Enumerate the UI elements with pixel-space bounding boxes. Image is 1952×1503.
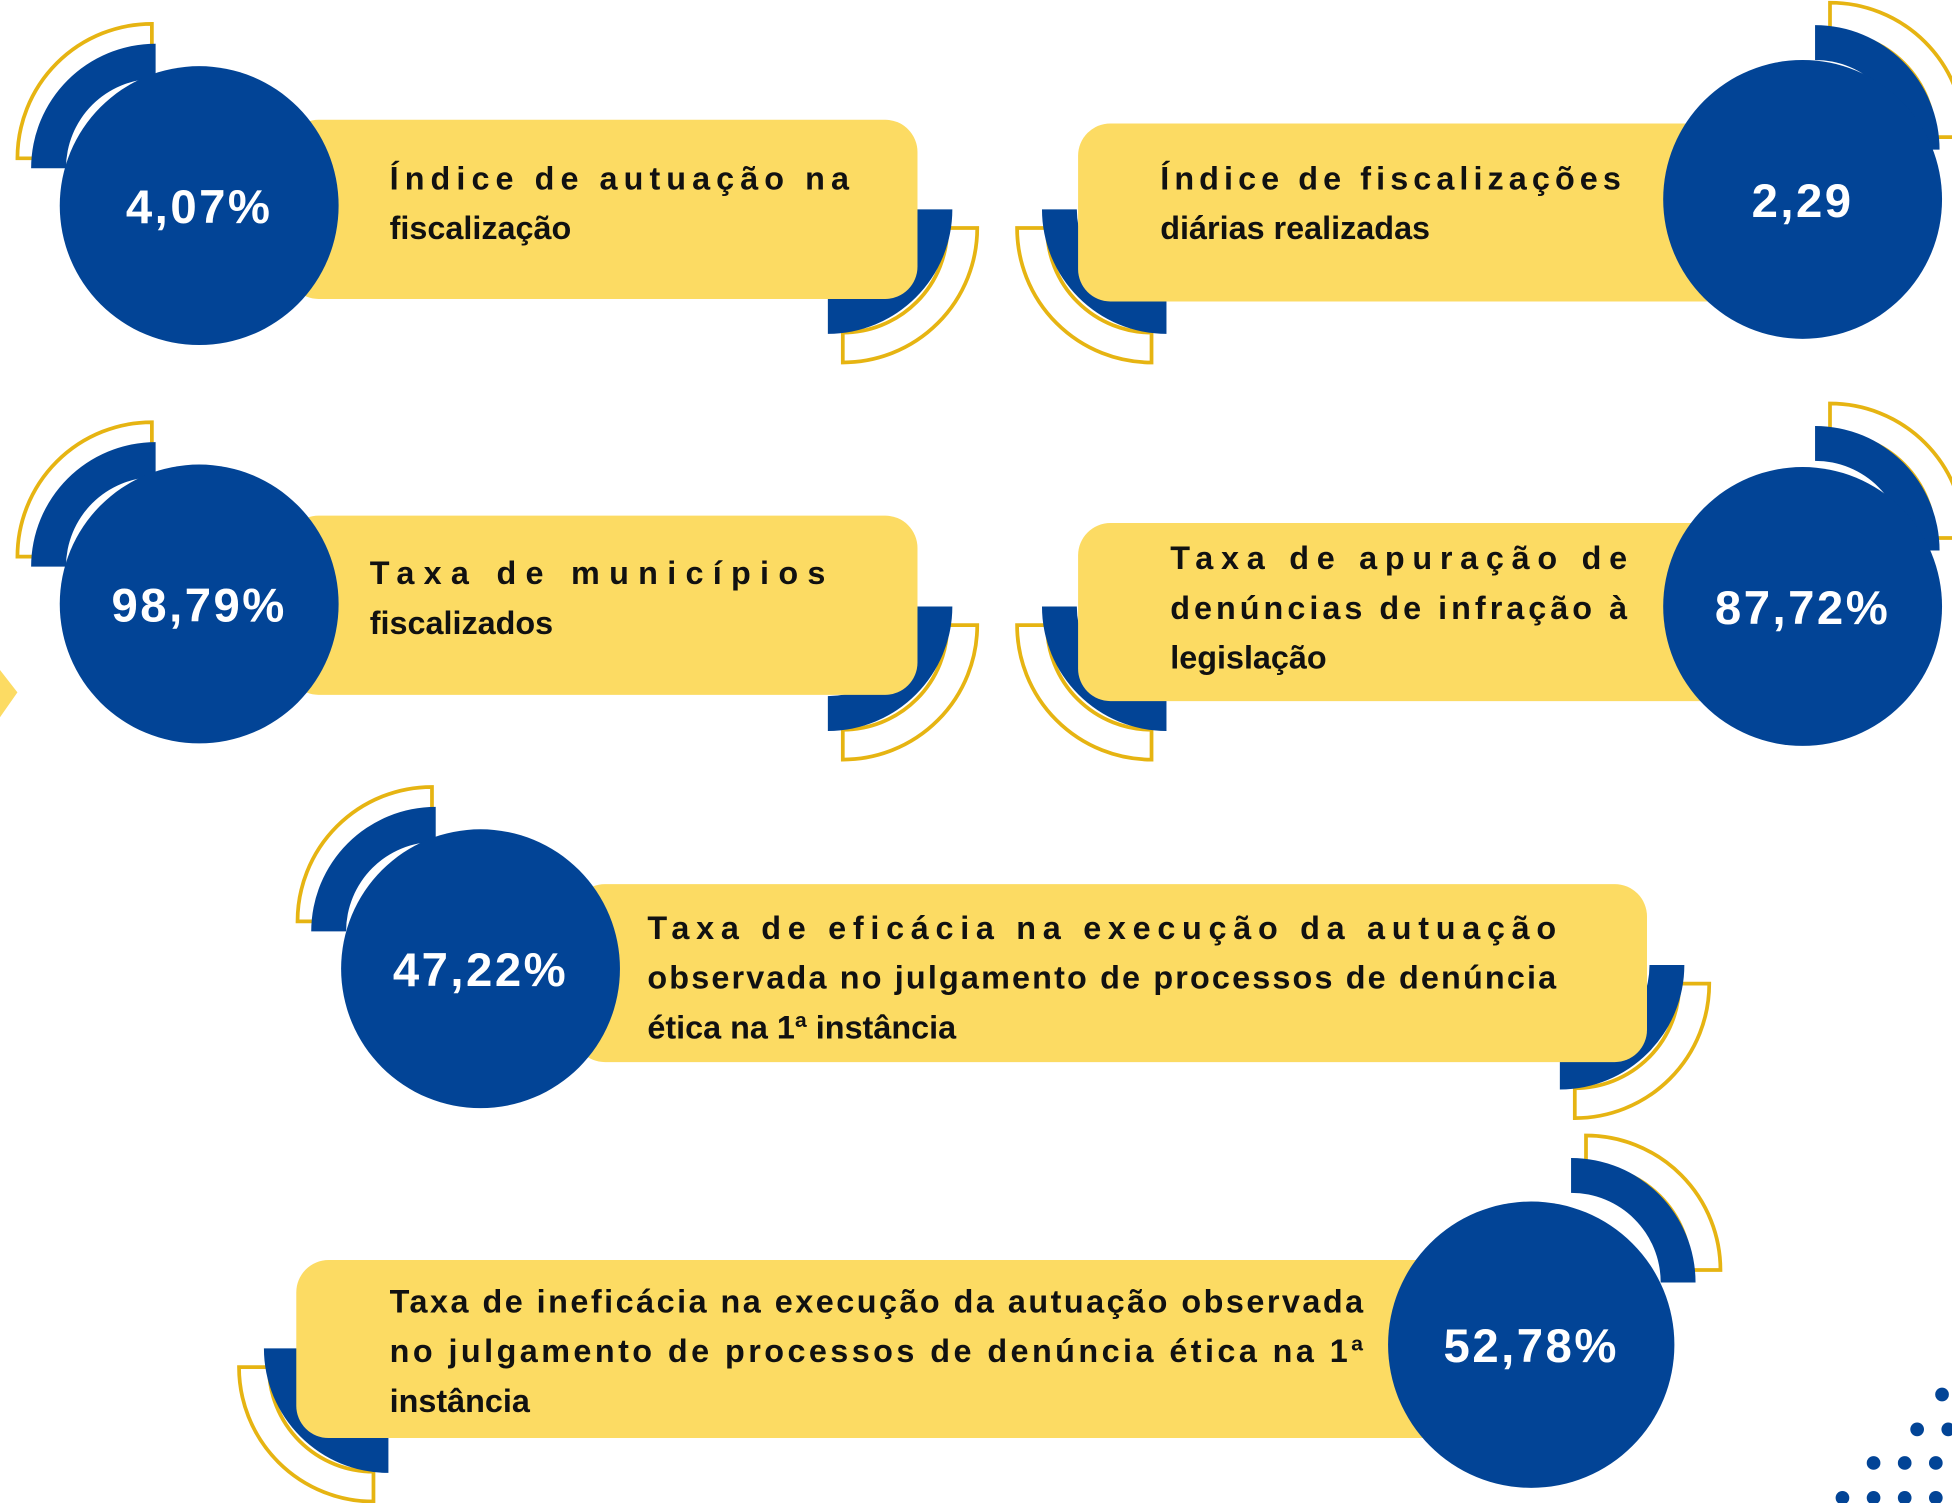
decor-arc xyxy=(1571,1157,1696,1283)
card xyxy=(286,119,918,299)
decor-arc xyxy=(263,1348,389,1473)
card-label: no julgamento de processos de denúncia é… xyxy=(390,1333,1364,1369)
value-circle xyxy=(1663,59,1943,339)
dot xyxy=(1935,1387,1949,1402)
card-label: legislação xyxy=(1170,640,1327,676)
decor-arc xyxy=(827,209,953,334)
card xyxy=(286,515,918,695)
decor-arc-outline xyxy=(1015,623,1154,762)
dot xyxy=(1866,1490,1881,1503)
value: 87,72% xyxy=(1715,582,1890,635)
decor-arc-outline xyxy=(840,623,980,762)
value: 98,79% xyxy=(112,579,287,632)
value-circle xyxy=(59,66,339,346)
dot xyxy=(1910,1422,1924,1437)
card-label: observada no julgamento de processos de … xyxy=(647,960,1557,996)
dot xyxy=(1897,1490,1912,1503)
value-circle xyxy=(59,464,339,744)
card-label: instância xyxy=(390,1383,531,1419)
dot xyxy=(1928,1490,1943,1503)
card xyxy=(296,1260,1457,1439)
dot xyxy=(1897,1456,1912,1470)
decor-arc xyxy=(1041,209,1167,334)
decor-arc xyxy=(31,43,156,169)
value-circle xyxy=(341,829,620,1109)
card-label: fiscalizados xyxy=(370,605,553,641)
card-label: diárias realizadas xyxy=(1160,210,1430,246)
value: 47,22% xyxy=(393,944,568,997)
value-circle xyxy=(1663,467,1943,746)
dot xyxy=(1866,1456,1881,1470)
decor-arc-outline xyxy=(1015,226,1154,365)
value: 52,78% xyxy=(1444,1320,1619,1373)
decor-arc-outline xyxy=(1572,981,1712,1120)
dot xyxy=(1941,1422,1952,1437)
value: 4,07% xyxy=(126,181,273,234)
decor-triangle xyxy=(0,669,18,718)
dot xyxy=(1835,1490,1850,1503)
decor-arc xyxy=(311,806,436,932)
decor-arc-outline xyxy=(840,226,980,365)
card-label: ética na 1ª instância xyxy=(647,1009,957,1045)
card-label: Taxa de apuração de xyxy=(1170,540,1627,576)
card xyxy=(1078,123,1743,302)
card xyxy=(572,884,1647,1063)
dot xyxy=(1928,1456,1943,1470)
card xyxy=(1078,523,1743,702)
value-circle xyxy=(1388,1201,1675,1488)
card-label: fiscalização xyxy=(390,210,572,246)
value: 2,29 xyxy=(1752,175,1854,228)
decor-arc xyxy=(827,606,953,731)
decor-dots xyxy=(1835,1387,1952,1503)
decor-arc-outline xyxy=(237,1365,376,1503)
decor-arc xyxy=(31,442,156,567)
